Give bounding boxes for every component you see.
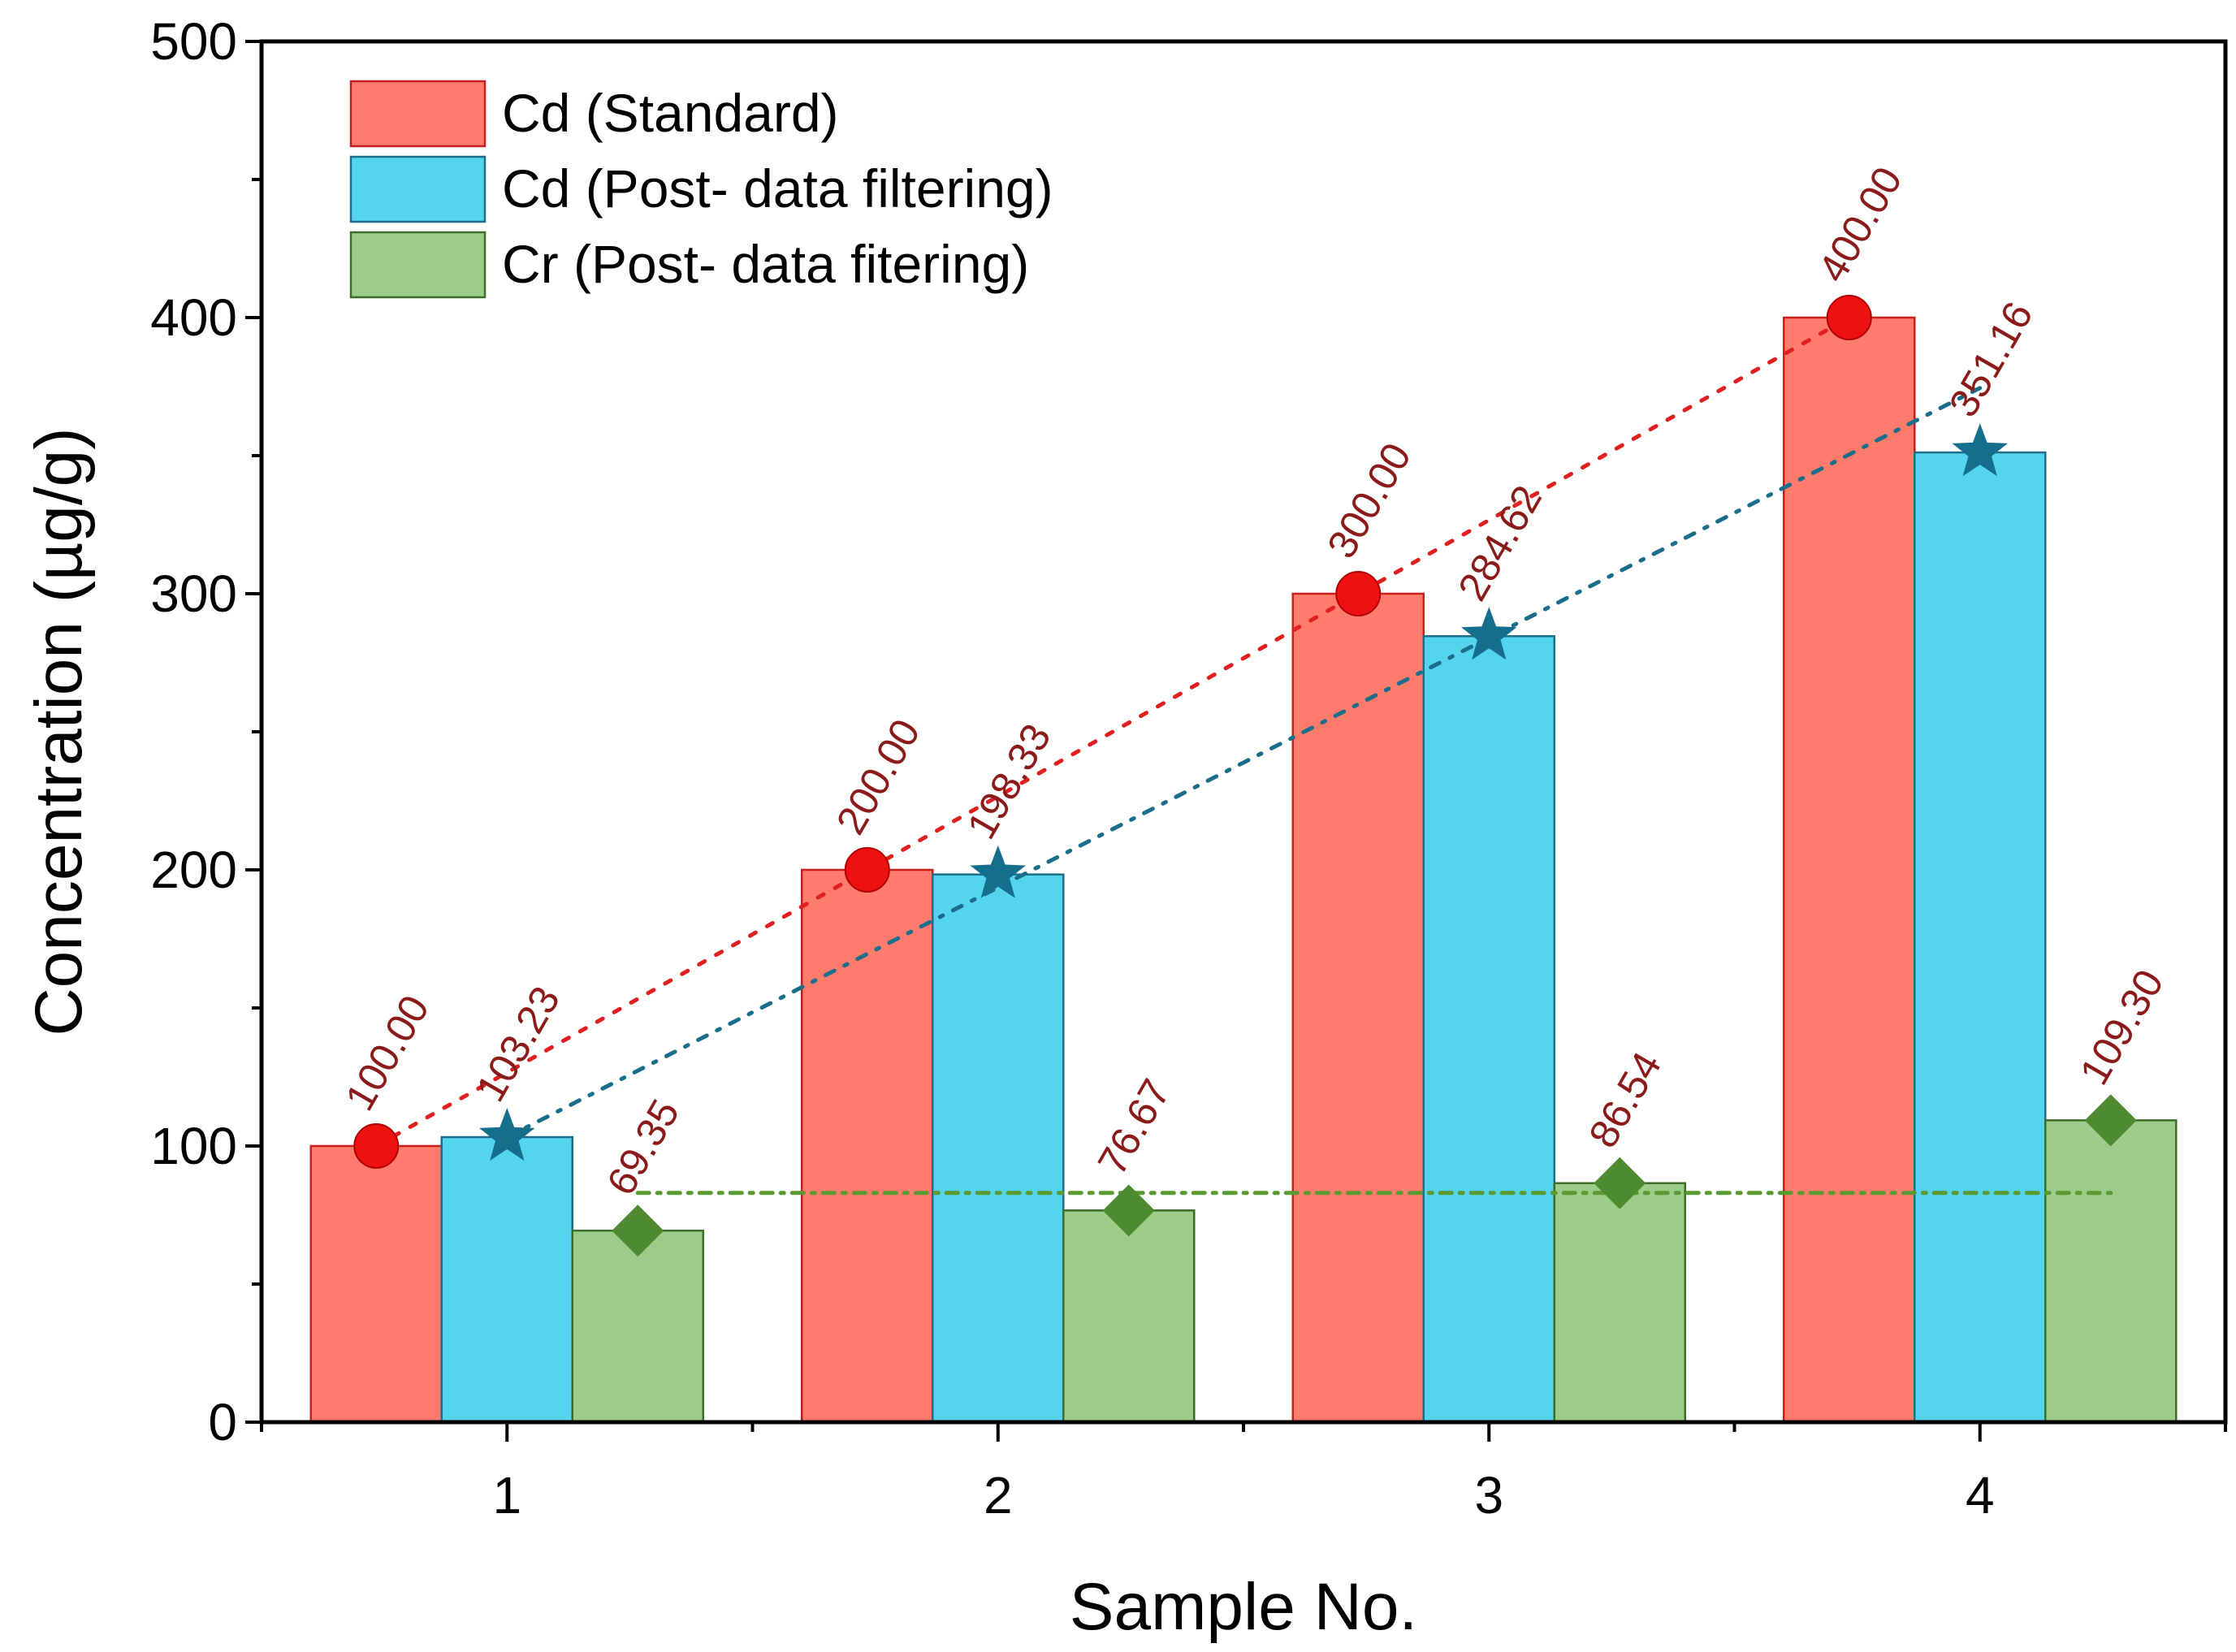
marker-s2-c2 <box>970 845 1026 898</box>
trend-lines-layer <box>374 315 2113 1196</box>
marker-s3-c1 <box>612 1204 664 1257</box>
marker-s3-c4 <box>2084 1094 2137 1147</box>
data-label-s1-c2: 200.00 <box>828 711 929 841</box>
marker-s1-c4 <box>1826 295 1872 340</box>
marker-s3-c2 <box>1102 1184 1155 1237</box>
axes-layer: 0 100 200 300 400 500 1 2 3 4 <box>150 12 2227 1524</box>
x-axis-title: Sample No. <box>1070 1570 1417 1644</box>
y-tick-label: 0 <box>208 1393 237 1451</box>
trend-line-s1 <box>374 315 1852 1148</box>
marker-s2-c1 <box>479 1108 535 1161</box>
y-tick-label: 400 <box>150 288 237 347</box>
markers-layer <box>353 295 2137 1257</box>
marker-s1-c2 <box>844 847 890 893</box>
y-tick-label: 500 <box>150 12 237 71</box>
data-label-s1-c4: 400.00 <box>1810 159 1911 289</box>
data-label-s2-c1: 103.23 <box>467 979 569 1109</box>
x-tick-label: 2 <box>984 1466 1013 1524</box>
bar-s1-c4 <box>1783 316 1916 1424</box>
bar-s2-c3 <box>1422 635 1555 1424</box>
legend-label-s1: Cd (Standard) <box>502 83 839 143</box>
legend-swatch-s3 <box>349 231 487 299</box>
bar-s3-c1 <box>571 1229 704 1424</box>
legend: Cd (Standard) Cd (Post- data filtering) Cr… <box>349 80 1053 299</box>
data-label-s1-c3: 300.00 <box>1318 435 1420 565</box>
bar-s3-c4 <box>2044 1119 2178 1424</box>
x-tick-label: 3 <box>1474 1466 1503 1524</box>
marker-s1-c1 <box>353 1123 400 1169</box>
data-label-s3-c3: 86.54 <box>1580 1044 1670 1155</box>
marker-s2-c3 <box>1461 607 1517 660</box>
marker-s3-c3 <box>1594 1157 1646 1209</box>
data-label-s1-c1: 100.00 <box>336 988 438 1118</box>
bars-layer <box>309 316 2178 1424</box>
bar-s2-c1 <box>440 1135 573 1424</box>
legend-swatch-s1 <box>349 80 487 148</box>
trend-line-s2 <box>504 386 1983 1140</box>
y-tick-label: 300 <box>150 564 237 623</box>
data-label-s3-c1: 69.35 <box>598 1092 688 1202</box>
y-tick-label: 100 <box>150 1117 237 1175</box>
legend-swatch-s2 <box>349 155 487 223</box>
marker-s2-c4 <box>1952 423 2008 477</box>
legend-label-s3: Cr (Post- data fitering) <box>502 234 1029 294</box>
y-tick-label: 200 <box>150 841 237 899</box>
legend-label-s2: Cd (Post- data filtering) <box>502 158 1053 218</box>
bar-s2-c4 <box>1914 451 2047 1424</box>
bar-s1-c3 <box>1291 592 1425 1424</box>
marker-s1-c3 <box>1335 571 1382 616</box>
bar-s1-c2 <box>801 868 934 1424</box>
bar-s3-c2 <box>1062 1209 1196 1424</box>
bar-s1-c1 <box>309 1144 443 1424</box>
data-label-s3-c2: 76.67 <box>1089 1071 1179 1182</box>
y-axis-title: Concentration (µg/g) <box>22 427 96 1036</box>
data-label-s2-c2: 198.33 <box>958 716 1060 846</box>
data-label-s3-c4: 109.30 <box>2071 962 2173 1092</box>
bar-s2-c2 <box>932 873 1065 1424</box>
bar-s3-c3 <box>1553 1182 1686 1424</box>
data-label-s2-c4: 351.16 <box>1940 294 2042 424</box>
x-tick-label: 1 <box>492 1466 521 1524</box>
x-tick-label: 4 <box>1966 1466 1995 1524</box>
data-label-s2-c3: 284.62 <box>1449 478 1550 608</box>
